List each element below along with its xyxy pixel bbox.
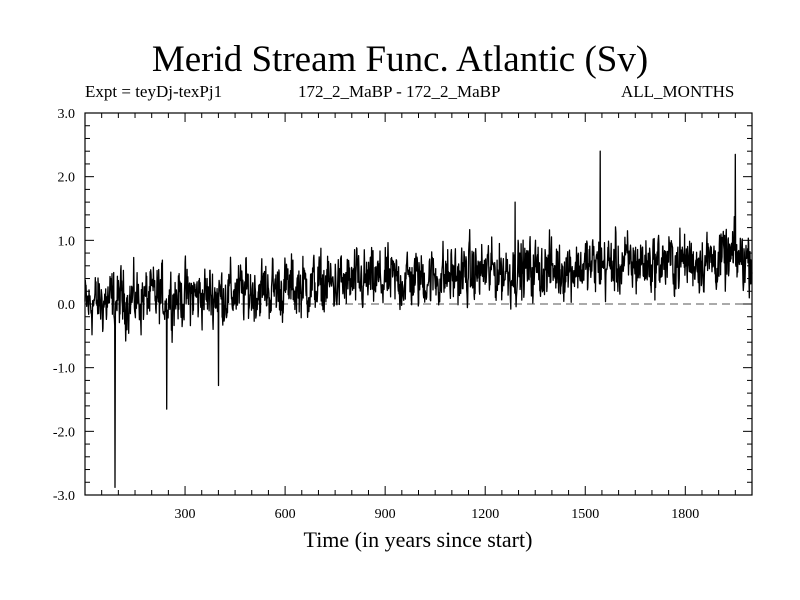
y-tick-label: 2.0 [58, 171, 76, 186]
x-axis-label: Time (in years since start) [303, 527, 533, 552]
x-tick-label: 600 [275, 507, 296, 522]
series-line-0 [84, 150, 753, 489]
x-tick-label: 1200 [471, 507, 499, 522]
x-tick-label: 1800 [671, 507, 699, 522]
experiment-label: Expt = teyDj-texPj1 [85, 82, 223, 101]
y-tick-label: -3.0 [53, 489, 75, 504]
x-tick-label: 900 [375, 507, 396, 522]
chart-title: Merid Stream Func. Atlantic (Sv) [151, 39, 649, 80]
y-tick-label: 3.0 [58, 107, 76, 122]
axes-layer: 300 600 900 1200 1500 1800 -3.0 -2.0 -1.0 0.0 1.0 2… [53, 107, 753, 522]
y-tick-label: -1.0 [53, 362, 75, 377]
x-tick-label: 300 [175, 507, 196, 522]
months-label: ALL_MONTHS [621, 82, 735, 101]
y-tick-label: -2.0 [53, 425, 75, 440]
y-tick-label: 0.0 [58, 298, 76, 313]
series-layer [84, 150, 753, 489]
x-tick-label: 1500 [571, 507, 599, 522]
y-tick-label: 1.0 [58, 234, 76, 249]
period-label: 172_2_MaBP - 172_2_MaBP [298, 82, 501, 101]
